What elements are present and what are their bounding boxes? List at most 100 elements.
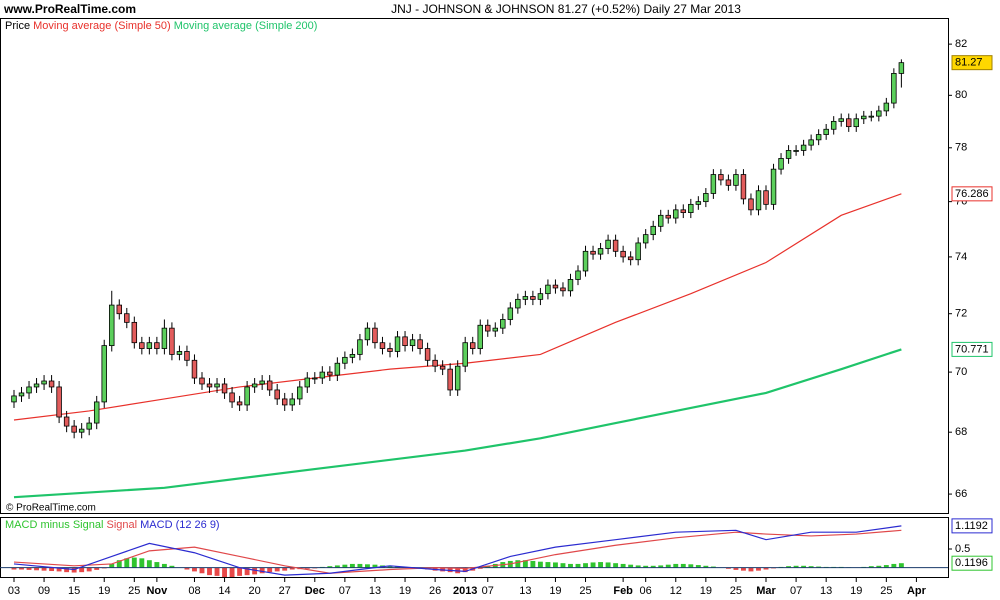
candle-body [492,327,499,332]
histogram-bar [364,564,370,568]
candle-body [657,214,664,227]
x-tick-label: 25 [579,585,591,597]
candle-body [63,416,70,427]
x-tick-label: 08 [188,585,200,597]
candle-body [695,201,702,205]
candle-body [191,359,198,379]
histogram-bar [49,567,55,572]
candle-body [206,383,213,388]
histogram-bar [553,562,558,568]
histogram-bar [665,564,671,568]
histogram-bar [349,563,355,568]
x-tick-label: 25 [730,585,742,597]
candle-body [815,134,822,141]
histogram-bar [883,565,889,568]
candle-body [297,386,303,400]
x-tick-label: Dec [305,585,325,597]
candle-body [469,342,476,349]
x-tick-label: 09 [38,585,50,597]
x-tick-label: 27 [279,585,291,597]
histogram-bar [688,564,694,568]
x-tick-label: 03 [8,585,20,597]
histogram-bar [222,567,227,577]
candle-body [342,356,348,364]
candle-body [748,198,754,211]
candle-body [169,327,175,355]
macd-line [13,525,902,576]
histogram-bar [680,563,686,568]
source-label: www.ProRealTime.com [3,2,136,16]
histogram-bar [169,565,175,568]
candle-body [327,371,333,376]
macd-last-label: 1.1192 [955,520,988,532]
candle-body [778,158,784,170]
candle-body [522,296,529,300]
candle-body [642,234,649,244]
histogram-bar [387,565,393,568]
histogram-bar [545,562,551,568]
y-tick-label: 0.5 [955,543,970,555]
x-tick-label: Nov [146,585,168,597]
histogram-bar [756,567,761,571]
candle-body [357,339,363,355]
histogram-bar [462,567,468,573]
y-tick-label: 70 [955,366,967,378]
histogram-bar [56,567,62,572]
candle-body [101,345,107,403]
candle-body [304,377,311,388]
candle-body [116,304,123,315]
histogram-bar [19,567,24,570]
ma-last-label-box [951,341,993,357]
histogram-bar [725,567,731,569]
candle-body [575,270,581,280]
histogram-bar [79,567,85,573]
histogram-bar [252,567,258,575]
histogram-bar [703,565,709,568]
histogram-bar [304,567,310,569]
candle-body [109,304,115,347]
histogram-bar [695,565,701,568]
ma-last-label: 76.286 [955,188,989,200]
histogram-bar [560,563,566,568]
histogram-bar [94,567,100,570]
histogram-bar [763,567,769,570]
histogram-bar [124,558,130,568]
candle-body [424,348,431,361]
candle-body [432,359,438,367]
histogram-bar [628,564,634,568]
candle-body [71,425,77,433]
histogram-bar [229,567,235,577]
legend-entry: Moving average (Simple 50) [33,20,171,32]
candle-body [846,118,852,128]
histogram-bar [161,563,167,568]
x-tick-label: 19 [549,585,561,597]
histogram-bar [786,566,792,568]
histogram-bar [334,565,340,568]
chart-title: JNJ - JOHNSON & JOHNSON 81.27 (+0.52%) D… [391,2,741,16]
candle-body [447,368,453,391]
candle-body [733,174,739,186]
histogram-bar [214,567,220,576]
candle-body [838,118,844,122]
candle-body [537,293,544,300]
candle-body [597,248,604,255]
candle-body [93,401,100,424]
histogram-last-label: 0.1196 [955,557,988,569]
candle-body [146,342,153,349]
candle-body [387,348,393,352]
histogram-bar [11,567,17,570]
x-tick-label: Apr [907,585,927,597]
histogram-bar [515,560,521,568]
histogram-bar [741,567,746,571]
candle-body [33,383,40,388]
histogram-bar [876,565,882,568]
legend-entry: Signal [106,519,137,531]
histogram-bar [131,557,137,568]
histogram-bar [891,563,897,568]
histogram-bar [748,567,754,572]
histogram-bar [259,567,265,574]
candle-body [417,339,423,349]
candle-body [379,342,386,349]
ma-last-label-box [951,186,993,202]
candle-body [131,321,138,344]
